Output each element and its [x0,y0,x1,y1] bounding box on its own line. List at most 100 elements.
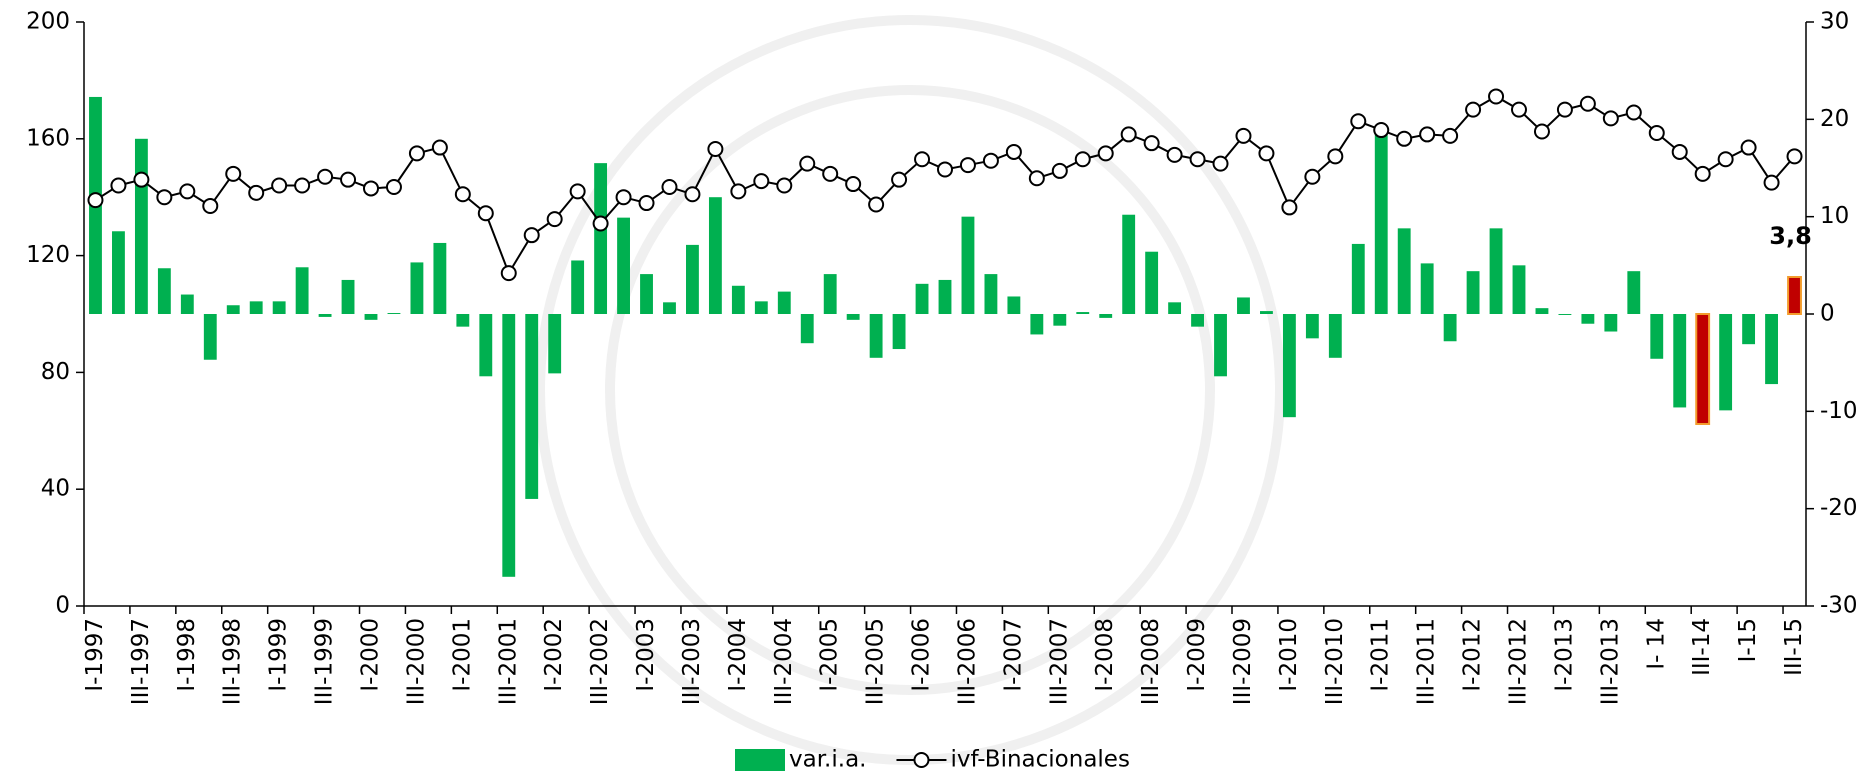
line-marker [1097,145,1114,162]
x-tick-label: I-1998 [174,618,200,692]
bar [1489,228,1503,314]
bar [1673,314,1687,408]
line-marker [1120,126,1137,143]
y2-tick-label: -10 [1820,398,1858,424]
line-marker [1717,151,1734,168]
bar [915,283,929,314]
line-marker [1786,148,1803,165]
line-marker [684,186,701,203]
line-marker [1189,151,1206,168]
bar [502,314,516,577]
x-tick-label: I-2006 [909,618,935,692]
bar [1650,314,1664,359]
line-marker [1556,101,1573,118]
line-marker [638,195,655,212]
line-marker [1005,143,1022,160]
bar [1420,263,1434,314]
x-tick-label: III-2008 [1138,618,1164,705]
line-marker [959,157,976,174]
line-marker [500,265,517,282]
line-marker [1327,148,1344,165]
bar [1099,314,1113,318]
line-marker [914,151,931,168]
bar [708,197,722,314]
bar [640,274,653,314]
bar [1328,314,1342,358]
bar [1122,214,1136,314]
line-marker [1533,123,1550,140]
line-marker [776,177,793,194]
bar [548,314,562,374]
y-tick-label: 80 [41,359,70,385]
bar [1191,314,1204,327]
legend-swatch [735,749,785,771]
y-tick-label: 40 [41,476,70,502]
y2-tick-label: 10 [1820,203,1849,229]
bar [1237,297,1250,314]
x-tick-label: I-2012 [1460,618,1486,692]
y2-tick-label: 30 [1820,9,1849,35]
x-tick-label: III-2001 [495,618,521,705]
bar [686,244,699,314]
line-marker [1442,127,1459,144]
bar [272,301,286,314]
y2-tick-label: 20 [1820,106,1849,132]
x-tick-label: I-1997 [82,618,108,692]
line-marker [225,165,242,182]
x-tick-label: I-2010 [1276,618,1302,692]
line-marker [1235,127,1252,144]
bar [1443,314,1457,342]
bar [869,314,883,358]
bar [341,279,355,314]
line-marker [845,176,862,193]
line-marker [982,152,999,169]
bar [157,268,171,314]
line-marker [1465,101,1482,118]
bar [364,314,378,320]
bar [823,274,837,314]
line-marker [87,192,104,209]
x-tick-label: I-2008 [1092,618,1118,692]
x-tick-label: III-2005 [863,618,889,705]
bar [1765,314,1778,385]
line-marker [1488,88,1505,105]
line-marker [431,139,448,156]
y2-tick-label: -30 [1820,593,1858,619]
bar [1282,314,1296,418]
x-tick-label: III-1997 [128,618,154,705]
bar [594,163,608,314]
line-marker [1028,170,1045,187]
x-tick-label: I-2013 [1551,618,1577,692]
line-marker [1373,122,1390,139]
bar [456,314,470,327]
x-tick-label: I-2004 [725,618,751,692]
x-tick-label: III-2012 [1506,618,1532,705]
line-marker [156,189,173,206]
bar [525,314,539,499]
bar [180,294,194,314]
y-tick-label: 120 [26,242,70,268]
x-tick-label: III-2004 [771,618,797,705]
line-marker [1350,113,1367,130]
line-marker [1419,126,1436,143]
line-marker [1304,168,1321,185]
line-marker [294,177,311,194]
line-marker [454,186,471,203]
line-marker [1694,165,1711,182]
line-marker [1511,101,1527,118]
bar [1214,314,1227,377]
x-tick-label: III-2009 [1230,618,1256,705]
x-tick-label: I-2011 [1368,618,1394,692]
legend-marker [913,752,930,768]
bar [731,285,745,314]
line-marker [1763,174,1780,191]
data-label: 3,8 [1769,222,1812,250]
line-marker [753,173,770,190]
x-tick-label: III-2011 [1414,618,1440,705]
line-marker [868,196,885,213]
line-marker [363,180,379,197]
x-tick-label: III-2003 [679,618,705,705]
legend-label: var.i.a. [789,747,866,773]
line-marker [1648,124,1665,141]
